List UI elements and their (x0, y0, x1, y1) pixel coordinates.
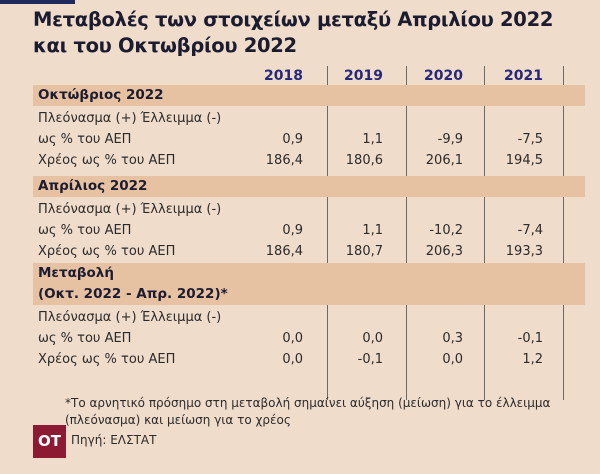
section-band (33, 263, 585, 305)
cell-value: 0,9 (282, 132, 303, 147)
section-heading: Απρίλιος 2022 (33, 176, 585, 197)
header-row: 2018 2019 2020 2021 (33, 66, 585, 87)
section-heading: Οκτώβριος 2022 (33, 85, 585, 106)
year-header: 2020 (424, 68, 463, 84)
row-label: Πλεόνασμα (+) Έλλειμμα (-) (38, 310, 222, 325)
cell-value: 1,1 (362, 223, 383, 238)
cell-value: -7,5 (517, 132, 543, 147)
cell-value: 1,2 (522, 352, 543, 367)
cell-value: 0,9 (282, 223, 303, 238)
table-row: Χρέος ως % του ΑΕΠ 0,0 -0,1 0,0 1,2 (33, 349, 585, 370)
section-band (33, 176, 585, 197)
section-heading-label: Μεταβολή (38, 265, 114, 281)
section-heading: (Οκτ. 2022 - Απρ. 2022)* (33, 284, 585, 305)
cell-value: 0,0 (442, 352, 463, 367)
cell-value: -0,1 (517, 331, 543, 346)
footnote: *Το αρνητικό πρόσημο στη μεταβολή σημαίν… (65, 395, 585, 429)
cell-value: 180,6 (345, 153, 383, 168)
cell-value: 186,4 (265, 153, 303, 168)
section-heading-label: (Οκτ. 2022 - Απρ. 2022)* (38, 286, 228, 302)
column-divider (406, 66, 407, 400)
cell-value: 206,1 (425, 153, 463, 168)
chart-title: Μεταβολές των στοιχείων μεταξύ Απριλίου … (33, 7, 553, 59)
table-row: Πλεόνασμα (+) Έλλειμμα (-) (33, 199, 585, 220)
cell-value: 180,7 (345, 244, 383, 259)
footnote-line-2: (πλεόνασμα) και μείωση για το χρέος (65, 413, 291, 427)
accent-bar (0, 0, 75, 4)
cell-value: -10,2 (429, 223, 463, 238)
source-text: Πηγή: ΕΛΣΤΑΤ (71, 433, 157, 447)
cell-value: -7,4 (517, 223, 543, 238)
table-row: ως % του ΑΕΠ 0,9 1,1 -9,9 -7,5 (33, 129, 585, 150)
column-divider (327, 66, 328, 400)
row-label: Χρέος ως % του ΑΕΠ (38, 153, 176, 168)
section-heading-label: Απρίλιος 2022 (38, 178, 148, 194)
table-row: ως % του ΑΕΠ 0,9 1,1 -10,2 -7,4 (33, 220, 585, 241)
year-header: 2018 (264, 68, 303, 84)
column-divider (563, 66, 564, 400)
table-row: Πλεόνασμα (+) Έλλειμμα (-) (33, 307, 585, 328)
column-divider (484, 66, 485, 400)
cell-value: 0,0 (362, 331, 383, 346)
cell-value: 193,3 (505, 244, 543, 259)
row-label: Πλεόνασμα (+) Έλλειμμα (-) (38, 202, 222, 217)
section-heading-label: Οκτώβριος 2022 (38, 87, 164, 103)
row-label: ως % του ΑΕΠ (38, 223, 132, 238)
cell-value: 0,3 (442, 331, 463, 346)
cell-value: -0,1 (357, 352, 383, 367)
table-row: ως % του ΑΕΠ 0,0 0,0 0,3 -0,1 (33, 328, 585, 349)
row-label: Πλεόνασμα (+) Έλλειμμα (-) (38, 111, 222, 126)
row-label: ως % του ΑΕΠ (38, 132, 132, 147)
cell-value: 1,1 (362, 132, 383, 147)
table-row: Χρέος ως % του ΑΕΠ 186,4 180,6 206,1 194,5 (33, 150, 585, 171)
cell-value: 206,3 (425, 244, 463, 259)
cell-value: 0,0 (282, 331, 303, 346)
row-label: Χρέος ως % του ΑΕΠ (38, 352, 176, 367)
row-label: ως % του ΑΕΠ (38, 331, 132, 346)
table-row: Χρέος ως % του ΑΕΠ 186,4 180,7 206,3 193,3 (33, 241, 585, 262)
cell-value: 194,5 (505, 153, 543, 168)
title-line-1: Μεταβολές των στοιχείων μεταξύ Απριλίου … (33, 8, 554, 31)
title-line-2: και του Οκτωβρίου 2022 (33, 34, 297, 57)
row-label: Χρέος ως % του ΑΕΠ (38, 244, 176, 259)
table-row: Πλεόνασμα (+) Έλλειμμα (-) (33, 108, 585, 129)
section-band (33, 85, 585, 106)
cell-value: 0,0 (282, 352, 303, 367)
footnote-line-1: *Το αρνητικό πρόσημο στη μεταβολή σημαίν… (65, 396, 551, 410)
section-heading: Μεταβολή (33, 263, 585, 284)
ot-logo: ΟΤ (33, 425, 66, 458)
year-header: 2021 (504, 68, 543, 84)
cell-value: 186,4 (265, 244, 303, 259)
year-header: 2019 (344, 68, 383, 84)
cell-value: -9,9 (437, 132, 463, 147)
